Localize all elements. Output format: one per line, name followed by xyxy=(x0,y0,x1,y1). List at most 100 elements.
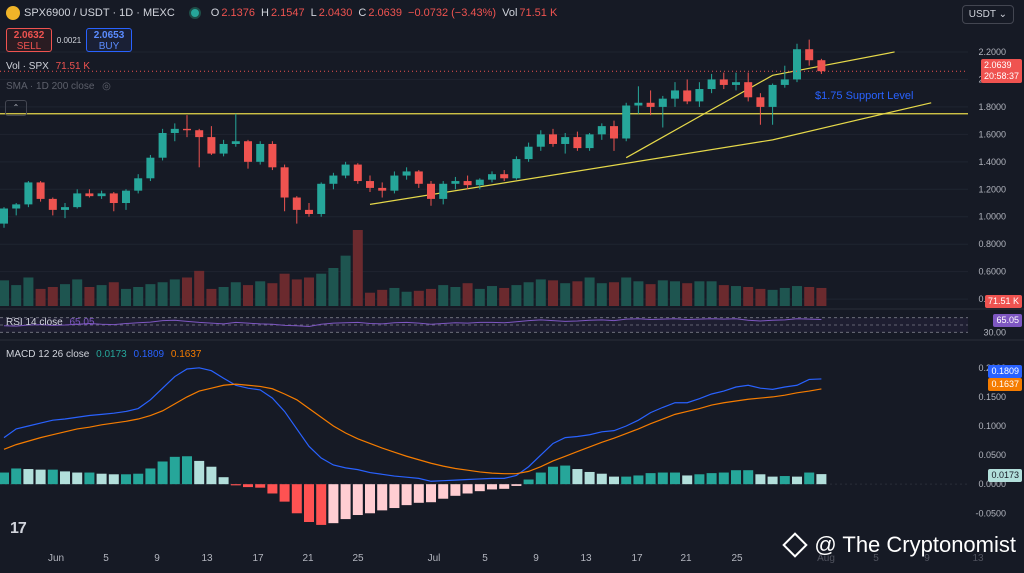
candle-body xyxy=(512,159,521,179)
sell-button[interactable]: 2.0632 SELL xyxy=(6,28,52,52)
macd-histogram-bar xyxy=(694,474,705,485)
x-axis-label: 13 xyxy=(972,553,984,564)
sma-legend[interactable]: SMA · 1D 200 close ◎ xyxy=(6,81,111,92)
bar-countdown: 20:58:37 xyxy=(983,71,1019,81)
low-label: L xyxy=(310,7,317,19)
macd-histogram-bar xyxy=(60,471,70,485)
macd-legend[interactable]: MACD 12 26 close 0.0173 0.1809 0.1637 xyxy=(6,349,202,360)
symbol-title[interactable]: SPX6900 / USDT · 1D · MEXC xyxy=(24,7,175,19)
candle-body xyxy=(73,193,82,208)
volume-bar xyxy=(377,289,388,306)
macd-histogram-bar xyxy=(377,484,388,511)
candle-body xyxy=(207,137,216,154)
macd-signal-line xyxy=(3,383,822,475)
macd-legend-line: 0.1809 xyxy=(133,349,165,360)
candle-body xyxy=(195,130,204,138)
macd-line xyxy=(3,367,822,482)
eye-hidden-icon[interactable]: ◎ xyxy=(102,81,111,92)
x-axis-label: 9 xyxy=(924,553,930,564)
macd-histogram-bar xyxy=(108,474,119,485)
volume-bar xyxy=(389,287,400,306)
candle-body xyxy=(549,134,557,144)
volume-bar xyxy=(182,277,192,306)
rsi-legend[interactable]: RSI 14 close 65.05 xyxy=(6,317,95,328)
buy-label: BUY xyxy=(98,41,120,52)
candle-body xyxy=(732,82,740,85)
candle-body xyxy=(768,84,777,107)
volume-bar xyxy=(609,282,619,306)
volume-bar xyxy=(267,283,278,306)
volume-bar xyxy=(426,288,436,306)
watermark: @ The Cryptonomist xyxy=(782,532,1016,558)
candle-body xyxy=(817,60,826,72)
price-axis-label: 0.8000 xyxy=(978,239,1006,249)
macd-histogram-bar xyxy=(438,484,449,499)
macd-histogram-bar xyxy=(352,484,363,516)
buy-price: 2.0653 xyxy=(93,30,125,41)
volume-bar xyxy=(413,290,424,306)
macd-histogram-bar xyxy=(206,466,217,485)
macd-signal-tag: 0.1637 xyxy=(988,378,1022,391)
volume-bar xyxy=(755,288,766,306)
candle-body xyxy=(658,98,667,107)
candle-body xyxy=(671,90,679,99)
x-axis-label: 25 xyxy=(731,553,743,564)
price-axis-label: 1.0000 xyxy=(978,212,1006,222)
volume-bar xyxy=(487,286,497,306)
volume-bar xyxy=(352,230,363,306)
price-axis-label: 1.4000 xyxy=(978,157,1006,167)
macd-histogram-bar xyxy=(657,472,668,485)
candle-body xyxy=(317,183,326,214)
candle-body xyxy=(24,182,33,205)
volume-bar xyxy=(340,255,351,306)
volume-bar xyxy=(243,285,253,306)
candle-body xyxy=(146,157,155,179)
x-axis-label: Aug xyxy=(817,553,835,564)
macd-histogram-bar xyxy=(255,484,266,488)
macd-line-tag: 0.1809 xyxy=(988,365,1022,378)
macd-histogram-bar xyxy=(621,476,632,485)
volume-bar xyxy=(72,279,83,306)
candle-body xyxy=(122,190,130,204)
rsi-line xyxy=(3,318,822,327)
sell-price: 2.0632 xyxy=(13,30,45,41)
volume-legend[interactable]: Vol · SPX 71.51 K xyxy=(6,61,90,72)
candle-body xyxy=(561,137,570,144)
candle-body xyxy=(488,174,496,180)
candle-body xyxy=(390,175,399,191)
price-axis-label: 1.2000 xyxy=(978,184,1006,194)
volume-bar xyxy=(96,285,107,306)
volume-bar xyxy=(47,287,58,306)
chart-header: SPX6900 / USDT · 1D · MEXC O 2.1376 H 2.15… xyxy=(0,0,563,26)
collapse-legend-button[interactable]: ⌃ xyxy=(5,100,27,116)
candle-body xyxy=(268,143,277,168)
candle-body xyxy=(695,89,704,102)
macd-histogram-bar xyxy=(682,475,693,485)
volume-bar xyxy=(670,281,680,306)
macd-histogram-bar xyxy=(560,465,571,485)
candle-body xyxy=(439,183,448,199)
candle-body xyxy=(744,82,753,98)
currency-selector[interactable]: USDT ⌄ xyxy=(961,5,1014,24)
candle-body xyxy=(573,137,582,149)
volume-bar xyxy=(548,280,558,306)
candle-body xyxy=(610,126,618,139)
macd-legend-signal: 0.1637 xyxy=(170,349,202,360)
volume-value: 71.51 K xyxy=(519,7,558,19)
buy-button[interactable]: 2.0653 BUY xyxy=(86,28,132,52)
macd-histogram-bar xyxy=(474,484,485,492)
volume-bar xyxy=(584,277,595,306)
macd-histogram-bar xyxy=(804,472,815,485)
macd-histogram-bar xyxy=(535,472,546,485)
candle-body xyxy=(500,174,509,179)
change-value: −0.0732 (−3.43%) xyxy=(408,7,497,19)
candle-body xyxy=(634,102,643,106)
volume-bar xyxy=(718,285,729,306)
macd-histogram-bar xyxy=(35,469,46,485)
x-axis-label: 17 xyxy=(631,553,643,564)
volume-bar xyxy=(304,277,314,306)
x-axis-label: 9 xyxy=(154,553,160,564)
open-value: 2.1376 xyxy=(221,7,256,19)
macd-histogram-bar xyxy=(218,477,229,485)
